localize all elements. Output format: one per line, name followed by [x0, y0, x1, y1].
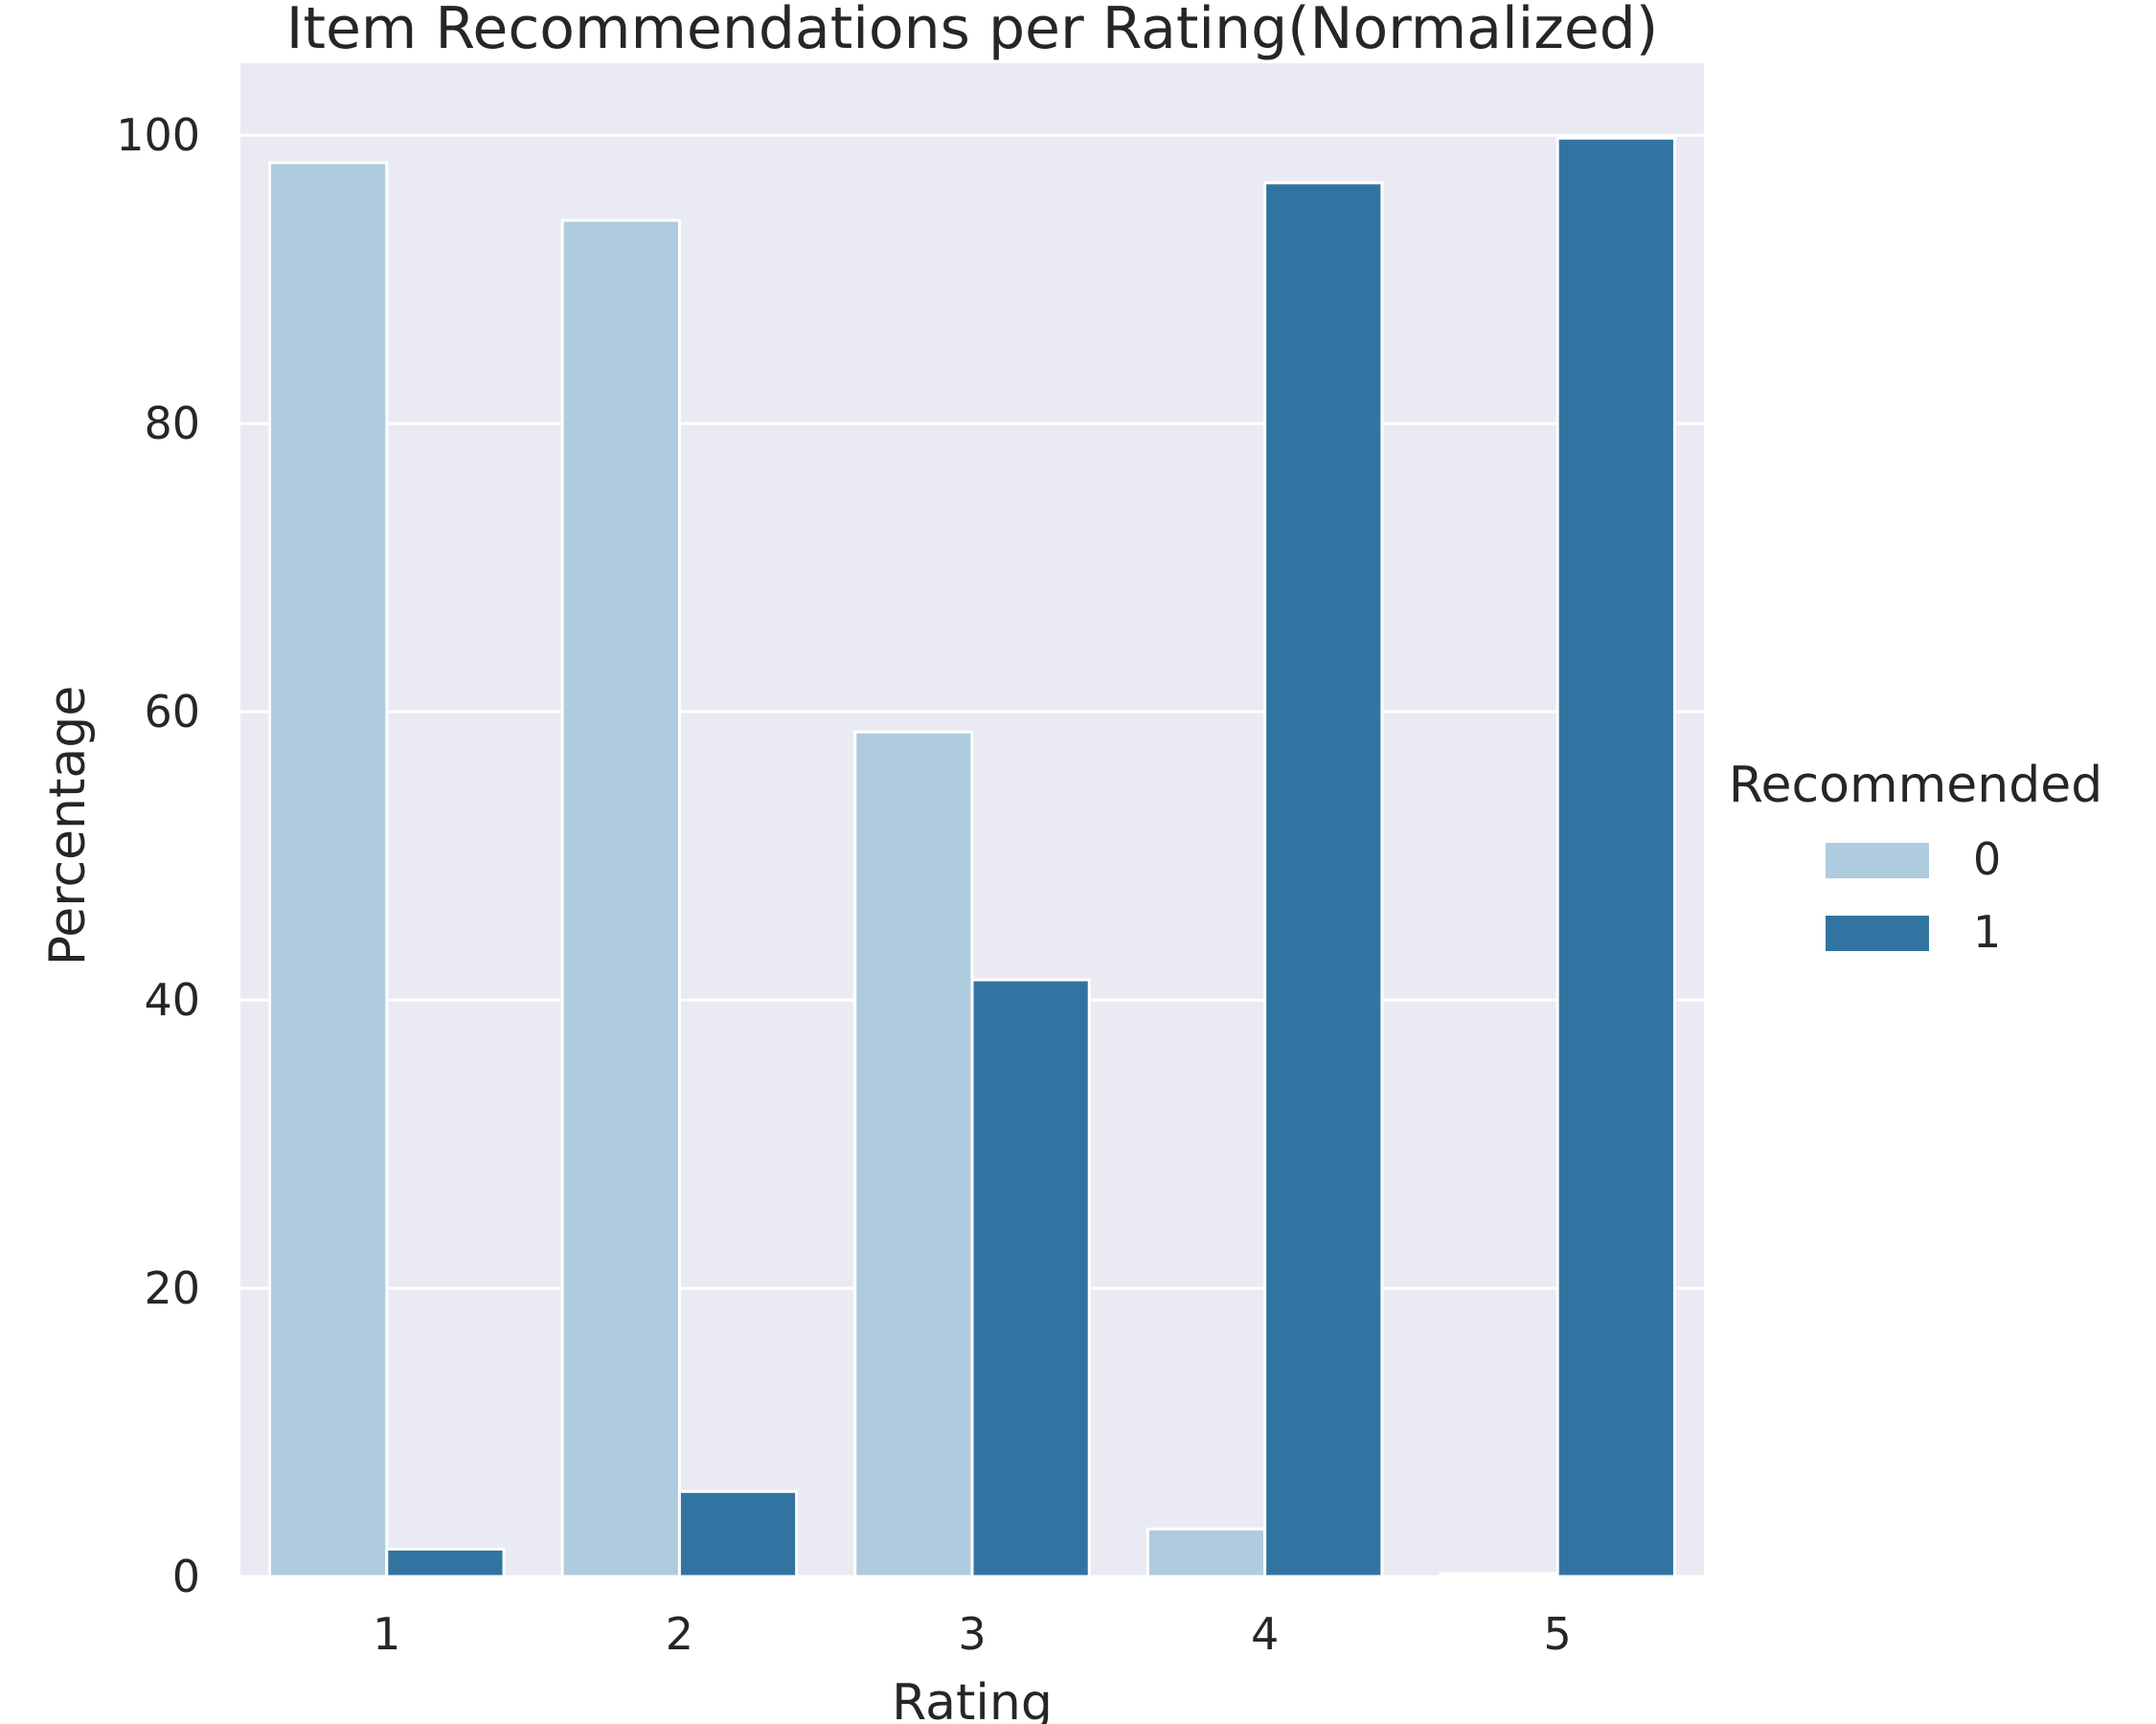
legend-label: 0: [1973, 833, 2001, 885]
x-tick-label: 3: [958, 1608, 986, 1660]
y-tick-label: 40: [144, 974, 200, 1026]
x-tick-label: 2: [666, 1608, 693, 1660]
bar-series-1-rating-2: [677, 1489, 799, 1578]
legend-title: Recommended: [1729, 757, 2102, 814]
x-tick-label: 4: [1251, 1608, 1279, 1660]
bar-series-1-rating-3: [970, 978, 1091, 1578]
bar-series-0-rating-5: [1439, 1572, 1559, 1578]
y-tick-labels: 0 20 40 60 80 100: [116, 109, 200, 1602]
y-tick-label: 100: [116, 109, 200, 161]
legend: Recommended 0 1: [1729, 757, 2102, 958]
legend-label: 1: [1973, 906, 2001, 958]
y-axis-label: Percentage: [39, 686, 97, 966]
x-tick-labels: 1 2 3 4 5: [373, 1608, 1572, 1660]
y-tick-label: 20: [144, 1262, 200, 1314]
bar-series-1-rating-1: [385, 1547, 506, 1578]
legend-swatch-1: [1826, 916, 1929, 951]
y-tick-label: 0: [172, 1551, 200, 1602]
x-tick-label: 5: [1544, 1608, 1572, 1660]
bar-series-0-rating-4: [1146, 1527, 1267, 1578]
bar-series-1-rating-5: [1555, 136, 1676, 1578]
bars: [268, 136, 1676, 1578]
x-axis-label: Rating: [892, 1674, 1053, 1724]
bar-series-0-rating-2: [560, 218, 681, 1578]
bar-series-0-rating-3: [853, 730, 974, 1578]
y-tick-label: 80: [144, 397, 200, 449]
legend-swatch-0: [1826, 843, 1929, 878]
bar-series-1-rating-4: [1263, 181, 1384, 1578]
chart-title: Item Recommendations per Rating(Normaliz…: [286, 0, 1658, 62]
bar-series-0-rating-1: [268, 161, 389, 1578]
x-tick-label: 1: [373, 1608, 400, 1660]
y-tick-label: 60: [144, 686, 200, 737]
